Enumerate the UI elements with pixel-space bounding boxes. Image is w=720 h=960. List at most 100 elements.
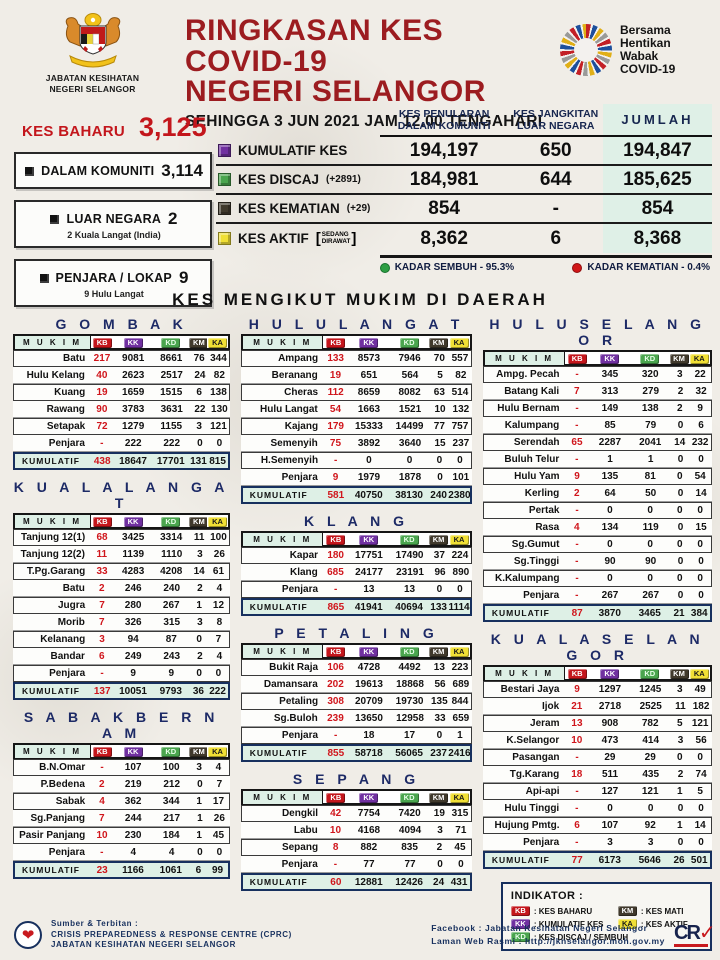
- legend-badge-kd: KD: [399, 535, 419, 545]
- mukim-value: 2: [197, 650, 203, 662]
- table-row: Penjara - 9 9 0 0: [13, 665, 230, 682]
- mukim-value: 320: [641, 369, 659, 380]
- table-row: Penjara - 13 13 0 0: [240, 581, 472, 598]
- mukim-value: 4094: [398, 824, 422, 836]
- mukim-name: Tanjung 12(1): [20, 532, 86, 543]
- mukim-value: -: [100, 437, 104, 449]
- mukim-value: 15333: [354, 421, 383, 432]
- district-table-klang: K L A N G M U K I M KB KK KD KM KA Kapar 180 1775…: [240, 513, 472, 616]
- mukim-name: Morib: [57, 616, 85, 628]
- mukim-column-header: M U K I M: [15, 515, 91, 528]
- mukim-name: Sabak: [55, 796, 86, 807]
- summary-value-community: 194,197: [409, 139, 479, 161]
- total-label: KUMULATIF: [249, 601, 308, 612]
- mukim-value: 243: [163, 650, 181, 662]
- mukim-value: 4492: [398, 662, 421, 673]
- mukim-value: 11: [96, 548, 108, 560]
- campaign-slogan: Bersama Hentikan Wabak COVID-19: [620, 23, 676, 76]
- summary-value-total: 8,368: [602, 224, 712, 254]
- legend-badge-kb: KB: [567, 354, 587, 364]
- total-value: 438: [93, 455, 111, 467]
- mukim-value: 0: [698, 589, 704, 601]
- mukim-value: 473: [601, 734, 619, 746]
- mukim-value: 0: [697, 752, 703, 763]
- table-row: Penjara - 267 267 0 0: [482, 587, 712, 604]
- mukim-name: Batu: [62, 353, 86, 364]
- table-row: Bandar 6 249 243 2 4: [13, 648, 230, 665]
- table-row: Klang 685 24177 23191 96 890: [240, 564, 472, 581]
- mukim-value: 8082: [398, 387, 421, 398]
- table-row: Hulu Kelang 40 2623 2517 24 82: [13, 367, 230, 384]
- total-label: KUMULATIF: [249, 876, 308, 887]
- table-row: Rawang 90 3783 3631 22 130: [13, 401, 230, 418]
- summary-value-imported: 650: [539, 139, 572, 161]
- mukim-value: 0: [216, 437, 223, 449]
- mukim-value: 3: [437, 824, 443, 836]
- total-value: 6: [195, 864, 202, 876]
- legend-badge-km: KM: [189, 747, 208, 757]
- mukim-value: 1979: [357, 471, 381, 483]
- legend-item-label: : KES DISCAJ / SEMBUH: [533, 932, 629, 942]
- mukim-column-header: M U K I M: [242, 791, 324, 804]
- contact-text: Facebook : Jabatan Kesihatan Negeri Sela…: [431, 922, 665, 948]
- mukim-value: 0: [676, 505, 683, 516]
- table-row: Sg.Gumut - 0 0 0 0: [482, 536, 712, 553]
- mukim-value: 54: [694, 471, 706, 482]
- mukim-value: -: [575, 752, 579, 763]
- summary-value-community: 8,362: [420, 227, 468, 249]
- mukim-value: 138: [641, 403, 659, 414]
- mukim-value: 0: [677, 453, 684, 465]
- district-table-sabak-bernam: S A B A K B E R N A M M U K I M KB KK KD KM KA…: [13, 709, 230, 879]
- mukim-value: 1155: [160, 421, 183, 432]
- legend-badge-ka: KA: [449, 535, 469, 545]
- mukim-value: 6: [99, 650, 105, 662]
- mukim-value: 179: [327, 421, 344, 432]
- table-row: Kapar 180 17751 17490 37 224: [240, 547, 472, 564]
- summary-row: KES AKTIF [SEDANG DIRAWAT] 8,362 6 8,368: [216, 224, 712, 254]
- cprc-logo-icon: CR✓: [674, 923, 716, 947]
- report-datetime: SEHINGGA 3 JUN 2021 JAM 12.00 TENGAHARI: [185, 112, 543, 130]
- mukim-value: 557: [451, 353, 469, 364]
- total-value: 2416: [448, 747, 470, 759]
- legend-badge-kb: KB: [92, 338, 112, 348]
- mukim-name: Cheras: [284, 387, 319, 398]
- legend-badge-ka: KA: [208, 747, 228, 757]
- summary-table: KES PENULARAN DALAM KOMUNITI KES JANGKITA…: [216, 104, 712, 273]
- mukim-value: 4: [168, 846, 175, 858]
- mukim-value: 18: [571, 768, 583, 780]
- table-row: Hujung Pmtg. 6 107 92 1 14: [482, 817, 712, 834]
- table-row: Sabak 4 362 344 1 17: [13, 793, 230, 810]
- total-value: 99: [212, 864, 224, 876]
- legend-badge-ka: KA: [208, 338, 228, 348]
- mukim-value: 1: [647, 453, 654, 465]
- mukim-value: 1245: [639, 684, 662, 695]
- legend-badge-kk: KK: [510, 919, 530, 929]
- green-dot-icon: [379, 262, 390, 273]
- mukim-column-header: M U K I M: [15, 336, 91, 349]
- mukim-value: 244: [124, 812, 142, 824]
- mukim-value: -: [575, 419, 579, 431]
- new-cases-item-label: LUAR NEGARA: [66, 212, 162, 226]
- table-row: Batu 2 246 240 2 4: [13, 580, 230, 597]
- mukim-value: 0: [437, 471, 443, 483]
- mukim-value: 96: [434, 566, 446, 578]
- total-value: 41941: [354, 601, 383, 613]
- total-value: 431: [450, 876, 468, 888]
- legend-badge-ka: KA: [617, 919, 637, 929]
- table-row: Tanjung 12(2) 11 1139 1110 3 26: [13, 546, 230, 563]
- legend-item: KM: KES MATI: [617, 906, 702, 916]
- col-header-imported: KES JANGKITAN LUAR NEGARA: [508, 104, 603, 138]
- mukim-value: 54: [329, 403, 342, 415]
- mukim-value: 3: [607, 836, 613, 848]
- mukim-value: 4283: [122, 566, 145, 577]
- mukim-value: 90: [96, 403, 108, 415]
- mukim-value: 2: [99, 778, 105, 790]
- district-title: K U A L A L A N G A T: [13, 479, 229, 511]
- legend-badge-ka: KA: [449, 338, 469, 348]
- mukim-value: 17: [212, 796, 225, 807]
- mukim-value: 8: [332, 842, 339, 853]
- mukim-value: 4: [130, 846, 137, 858]
- table-row: Jugra 7 280 267 1 12: [13, 597, 230, 614]
- summary-row: KES DISCAJ (+2891) 184,981 644 185,625: [216, 166, 712, 196]
- legend-title: INDIKATOR :: [510, 890, 584, 902]
